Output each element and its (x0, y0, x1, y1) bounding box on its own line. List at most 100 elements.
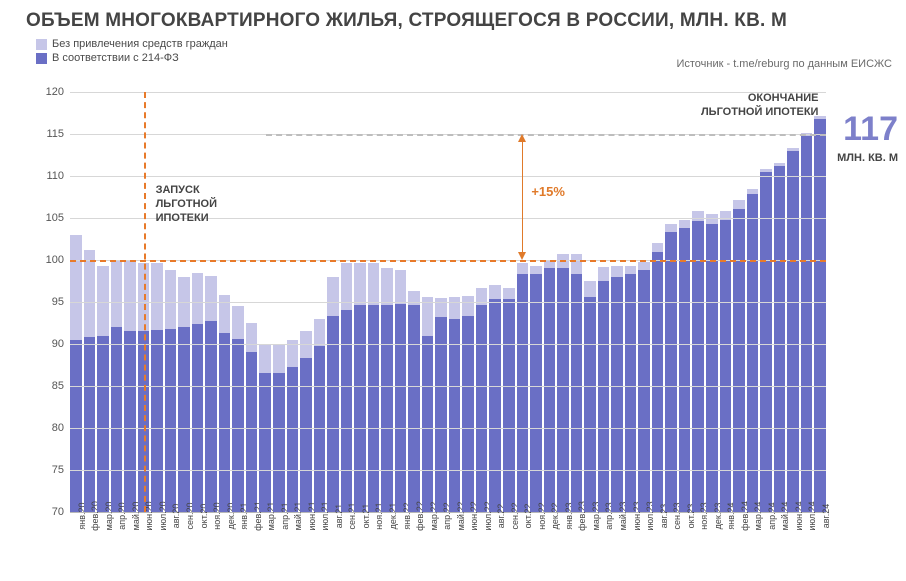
bar-segment-a (246, 352, 258, 512)
bar-segment-a (435, 317, 447, 512)
bar-segment-b (517, 263, 529, 274)
bar-segment-a (408, 305, 420, 512)
bar-segment-b (70, 235, 82, 340)
grid-line (70, 344, 826, 345)
bar-segment-a (111, 327, 123, 512)
legend-swatch-a (36, 53, 47, 64)
bar-segment-a (611, 277, 623, 512)
y-tick-label: 95 (52, 296, 70, 308)
grid-line (70, 386, 826, 387)
bar-segment-a (733, 209, 745, 512)
bar-segment-b (625, 266, 637, 274)
annotation-end: ОКОНЧАНИЕЛЬГОТНОЙ ИПОТЕКИ (701, 92, 819, 120)
bar-segment-b (84, 250, 96, 337)
source-text: Источник - t.me/reburg по данным ЕИСЖС (676, 58, 892, 70)
bar-segment-a (205, 321, 217, 512)
legend-item-b: Без привлечения средств граждан (36, 38, 906, 50)
grid-line (70, 302, 826, 303)
bar-segment-a (97, 336, 109, 512)
bar-segment-a (557, 268, 569, 512)
legend-label-b: Без привлечения средств граждан (52, 38, 228, 50)
y-tick-label: 115 (46, 128, 70, 140)
bar-segment-a (571, 274, 583, 512)
bar-segment-a (368, 305, 380, 512)
bar-segment-a (124, 331, 136, 512)
bar-segment-a (287, 367, 299, 512)
bar-segment-b (205, 276, 217, 321)
bar-segment-a (598, 281, 610, 512)
bar-segment-b (462, 296, 474, 316)
bar-segment-a (395, 304, 407, 512)
bar-segment-b (273, 345, 285, 373)
bar-segment-b (341, 263, 353, 311)
bar-segment-a (692, 221, 704, 512)
y-tick-label: 105 (46, 212, 70, 224)
bar-segment-b (111, 260, 123, 327)
bar-segment-b (259, 345, 271, 373)
bar-segment-b (381, 268, 393, 304)
bar-segment-b (232, 306, 244, 339)
bar-segment-a (801, 136, 813, 512)
bar-segment-a (476, 305, 488, 512)
bar-segment-a (151, 330, 163, 512)
bar-segment-a (720, 220, 732, 512)
bar-segment-b (97, 266, 109, 336)
bar-segment-b (435, 298, 447, 317)
bar-segment-b (165, 270, 177, 329)
bar-segment-a (652, 252, 664, 512)
bar-segment-b (395, 270, 407, 304)
bar-segment-b (571, 254, 583, 274)
y-tick-label: 85 (52, 380, 70, 392)
bar-segment-a (341, 310, 353, 512)
chart-area: янв.20фев.20мар.20апр.20май.20июн.20июл.… (26, 92, 826, 513)
bar-segment-a (192, 324, 204, 512)
bar-segment-b (638, 262, 650, 270)
bar-segment-a (760, 172, 772, 512)
annotation-launch: ЗАПУСКЛЬГОТНОЙИПОТЕКИ (156, 184, 217, 225)
bar-segment-a (273, 373, 285, 512)
bar-segment-b (219, 295, 231, 333)
legend-label-a: В соответствии с 214-ФЗ (52, 52, 179, 64)
percent-arrow (522, 134, 523, 260)
bar-segment-b (503, 288, 515, 299)
highlight-value: 117 (843, 110, 898, 149)
bar-segment-a (84, 337, 96, 512)
x-tick-label: авг.24 (809, 504, 831, 528)
bar-segment-a (219, 333, 231, 512)
grid-line (70, 428, 826, 429)
y-tick-label: 110 (46, 170, 70, 182)
bar-segment-b (354, 263, 366, 305)
ref-line-launch (144, 92, 146, 512)
bar-segment-b (652, 243, 664, 251)
bar-segment-a (787, 151, 799, 512)
bar-segment-a (354, 305, 366, 512)
bar-segment-b (151, 263, 163, 330)
y-tick-label: 120 (46, 86, 70, 98)
bar-segment-a (814, 119, 826, 512)
bar-segment-b (584, 281, 596, 297)
bar-segment-a (530, 274, 542, 512)
bar-segment-b (489, 285, 501, 298)
bar-segment-b (368, 263, 380, 305)
grid-line (70, 470, 826, 471)
bar-segment-b (246, 323, 258, 352)
bar-segment-a (449, 319, 461, 512)
grid-line (70, 176, 826, 177)
bar-segment-b (192, 273, 204, 323)
bar-segment-b (314, 319, 326, 346)
bar-segment-a (70, 340, 82, 512)
bar-segment-b (327, 277, 339, 316)
bar-segment-b (124, 260, 136, 331)
bar-segment-a (517, 274, 529, 512)
bar-segment-a (381, 305, 393, 512)
ref-line-115 (266, 134, 826, 136)
bar-segment-a (544, 268, 556, 512)
percent-label: +15% (531, 184, 565, 199)
bar-segment-a (327, 316, 339, 512)
y-tick-label: 75 (52, 464, 70, 476)
bar-segment-b (665, 224, 677, 232)
bar-segment-a (300, 358, 312, 512)
bar-segment-b (692, 211, 704, 221)
bar-segment-b (611, 266, 623, 277)
bar-segment-a (165, 329, 177, 512)
